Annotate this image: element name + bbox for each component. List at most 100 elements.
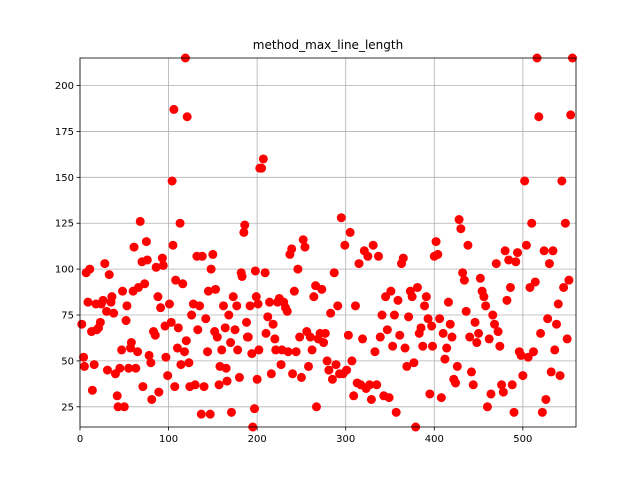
data-point (412, 282, 422, 292)
data-point (253, 299, 263, 309)
data-point (421, 292, 431, 302)
data-point (443, 297, 453, 307)
data-point (293, 264, 303, 274)
data-point (481, 301, 491, 311)
data-point (373, 251, 383, 261)
x-tick-label: 400 (425, 434, 444, 445)
data-point (504, 255, 514, 265)
y-tick-label: 25 (61, 402, 74, 413)
data-point (534, 112, 544, 122)
data-point (491, 259, 501, 269)
data-point (566, 110, 576, 120)
data-point (291, 347, 301, 357)
data-point (490, 319, 500, 329)
data-point (530, 277, 540, 287)
data-point (251, 292, 261, 302)
y-tick-label: 100 (55, 265, 74, 276)
data-point (404, 312, 414, 322)
x-tick-label: 300 (336, 434, 355, 445)
data-point (552, 319, 562, 329)
y-tick-label: 200 (55, 81, 74, 92)
data-point (459, 275, 469, 285)
data-point (513, 248, 523, 258)
data-point (193, 325, 203, 335)
data-point (195, 301, 205, 311)
data-point (79, 361, 89, 371)
data-point (484, 334, 494, 344)
data-point (138, 382, 148, 392)
data-point (511, 257, 521, 267)
data-point (161, 352, 171, 362)
data-point (507, 380, 517, 390)
data-point (488, 310, 498, 320)
data-point (482, 402, 492, 412)
data-point (544, 259, 554, 269)
data-point (254, 345, 264, 355)
data-point (234, 372, 244, 382)
data-point (537, 407, 547, 417)
data-point (109, 308, 119, 318)
data-point (233, 345, 243, 355)
data-point (276, 360, 286, 370)
data-point (122, 301, 132, 311)
data-point (363, 251, 373, 261)
data-point (331, 360, 341, 370)
data-point (509, 407, 519, 417)
x-tick-label: 500 (513, 434, 532, 445)
data-point (438, 328, 448, 338)
data-point (560, 218, 570, 228)
data-point (156, 303, 166, 313)
data-point (541, 394, 551, 404)
data-point (474, 328, 484, 338)
data-point (131, 363, 141, 373)
data-point (226, 338, 236, 348)
data-point (289, 286, 299, 296)
axis-ticks: 0 100 200 300 400 500 25 50 75 100 125 150 175 200 (55, 81, 532, 445)
data-point (257, 163, 267, 173)
data-point (388, 341, 398, 351)
data-point (170, 382, 180, 392)
data-point (445, 319, 455, 329)
data-point (486, 389, 496, 399)
data-point (214, 380, 224, 390)
data-point (345, 227, 355, 237)
data-point (100, 259, 110, 269)
data-point (107, 292, 117, 302)
data-point (222, 376, 232, 386)
data-point (224, 310, 234, 320)
data-point (311, 402, 321, 412)
data-point (133, 347, 143, 357)
data-point (243, 332, 253, 342)
data-point (452, 361, 462, 371)
data-point (79, 352, 89, 362)
data-point (164, 299, 174, 309)
data-point (516, 350, 526, 360)
x-tick-label: 0 (77, 434, 83, 445)
data-point (146, 358, 156, 368)
data-point (181, 336, 191, 346)
data-point (340, 240, 350, 250)
data-point (117, 345, 127, 355)
data-point (384, 393, 394, 403)
data-point (102, 306, 112, 316)
data-point (203, 286, 213, 296)
data-point (141, 237, 151, 247)
data-point (169, 104, 179, 114)
data-point (416, 323, 426, 333)
data-point (153, 292, 163, 302)
data-point (270, 334, 280, 344)
data-point (418, 341, 428, 351)
data-point (493, 327, 503, 337)
data-point (409, 358, 419, 368)
data-point (329, 268, 339, 278)
data-point (211, 284, 221, 294)
x-tick-label: 100 (159, 434, 178, 445)
data-points (77, 53, 577, 432)
data-point (326, 308, 336, 318)
data-point (382, 325, 392, 335)
data-point (436, 393, 446, 403)
data-point (475, 273, 485, 283)
data-point (398, 253, 408, 263)
data-point (461, 306, 471, 316)
data-point (261, 328, 271, 338)
